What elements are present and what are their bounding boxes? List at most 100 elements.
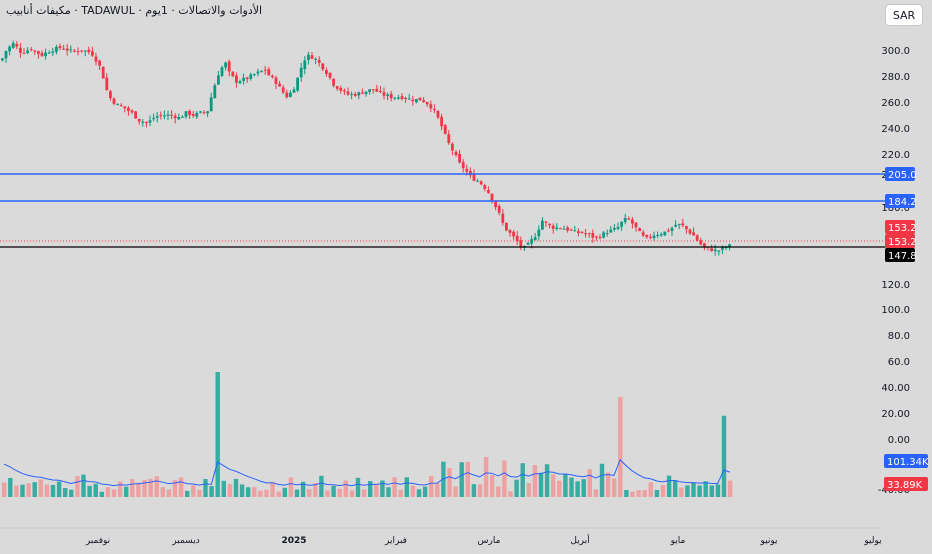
candle-body [134,111,137,119]
candle-body [598,237,602,239]
volume-bar [496,486,501,497]
candle-body [674,224,677,227]
candle-body [501,213,505,223]
volume-bar [557,480,562,497]
candle-body [8,46,11,52]
volume-bar [599,463,605,497]
x-tick-label: فبراير [384,536,407,546]
candle-body [29,49,33,51]
candle-body [325,70,328,74]
price-tag: 153.2 [888,237,917,248]
candle-body [649,236,652,238]
volume-bar [544,464,550,497]
volume-bar [624,489,629,497]
volume-bar [221,480,226,497]
candle-body [353,93,357,96]
candle-body [119,105,123,107]
volume-bar [490,474,495,497]
candle-body [271,75,274,78]
candle-body [688,229,692,234]
candle-body [634,222,638,228]
candle-body [454,151,458,156]
candle-body [497,205,501,213]
volume-bar [410,485,416,497]
candle-body [382,92,386,96]
volume-bar [612,478,617,497]
candle-body [109,91,112,99]
candle-body [580,231,584,233]
candle-body [559,228,562,230]
candle-body [425,102,429,105]
candle-body [458,153,461,163]
volume-bar [337,488,342,497]
candle-body [307,54,310,60]
candle-body [15,43,19,47]
volume-tag: 101.34K [887,457,929,468]
volume-bar [105,487,111,497]
candle-body [321,63,325,70]
currency-button[interactable]: SAR [885,4,923,26]
candle-body [177,117,181,120]
candle-body [202,112,206,114]
volume-bar [50,485,56,497]
candle-body [361,92,364,94]
volume-bar [111,489,117,497]
volume-bar [300,481,306,497]
x-tick-label: 2025 [281,536,306,546]
candle-body [404,97,407,100]
volume-bar [355,477,361,497]
candle-body [281,87,285,93]
candle-body [62,48,65,50]
candle-body [4,51,8,59]
candle-body [494,200,497,208]
candle-body [443,125,447,134]
volume-bar [331,485,336,497]
volume-bar [715,484,721,497]
candle-body [296,77,299,91]
y-tick-label: 60.0 [888,357,910,368]
volume-bar [197,489,202,497]
candle-body [33,50,37,52]
x-tick-label: يوليو [863,536,882,546]
volume-bar [288,477,294,497]
candle-body [699,240,703,245]
volume-bar [447,468,452,497]
candle-body [166,114,170,116]
candle-body [465,168,469,172]
candle-body [645,234,649,238]
candle-body [685,226,688,230]
chart-title: الأدوات والاتصالات · 1يوم · TADAWUL · مك… [6,4,263,17]
candle-body [80,50,83,52]
volume-bar [471,484,477,497]
y-tick-label: 260.0 [881,98,910,109]
candle-body [112,98,116,104]
x-tick-label: يونيو [759,536,778,546]
candle-body [278,83,281,87]
candle-body [386,94,389,97]
volume-tag-bg [884,477,928,491]
candle-body [303,60,307,70]
candle-body [55,46,58,52]
candle-body [155,116,159,118]
candle-body [199,111,202,113]
candle-body [613,228,616,230]
y-tick-label: 80.0 [888,331,910,342]
candle-body [328,72,332,78]
candle-body [26,50,29,53]
price-tag: 153.2 [888,223,917,234]
candle-body [692,232,695,236]
volume-bar [325,490,330,497]
volume-bar [380,480,385,497]
volume-bar [307,489,312,497]
candle-body [1,58,4,61]
candle-body [123,106,127,109]
volume-bar [136,482,141,497]
candle-body [667,230,670,232]
candle-body [245,77,249,80]
candle-body [44,52,47,57]
candle-body [339,87,343,91]
candle-body [101,66,105,79]
volume-bar [593,489,599,497]
candle-body [587,233,591,235]
candle-body [631,219,634,224]
